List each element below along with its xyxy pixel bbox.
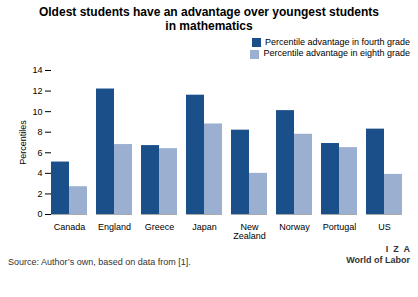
svg-text:14: 14: [32, 66, 42, 76]
svg-text:10: 10: [32, 107, 42, 117]
html-text:Percentile advantage in eighth: Percentile advantage in eighth grade: [263, 48, 410, 59]
svg-text:12: 12: [32, 86, 42, 96]
html-text:Percentile advantage in fourth: Percentile advantage in fourth grade: [264, 36, 410, 47]
svg-text:Norway: Norway: [279, 222, 310, 232]
svg-text:4: 4: [37, 168, 42, 178]
svg-text:6: 6: [37, 148, 42, 158]
svg-text:2: 2: [37, 189, 42, 199]
svg-text:England: England: [98, 222, 131, 232]
svg-text:Portugal: Portugal: [323, 222, 357, 232]
svg-text:NewZealand: NewZealand: [233, 222, 266, 241]
svg-text:0: 0: [37, 210, 42, 220]
svg-text:8: 8: [37, 127, 42, 137]
svg-text:US: US: [378, 222, 391, 232]
svg-text:Percentiles: Percentiles: [18, 120, 28, 165]
svg-text:Canada: Canada: [54, 222, 86, 232]
html-text:Source: Author’s own, based on: Source: Author’s own, based on data from…: [8, 256, 191, 267]
html-text:I Z A World of Labor: I Z A World of Labor: [346, 244, 410, 266]
svg-text:Japan: Japan: [192, 222, 217, 232]
html-text:Oldest students have an advant: Oldest students have an advantage over y…: [39, 5, 379, 34]
svg-text:Greece: Greece: [145, 222, 175, 232]
